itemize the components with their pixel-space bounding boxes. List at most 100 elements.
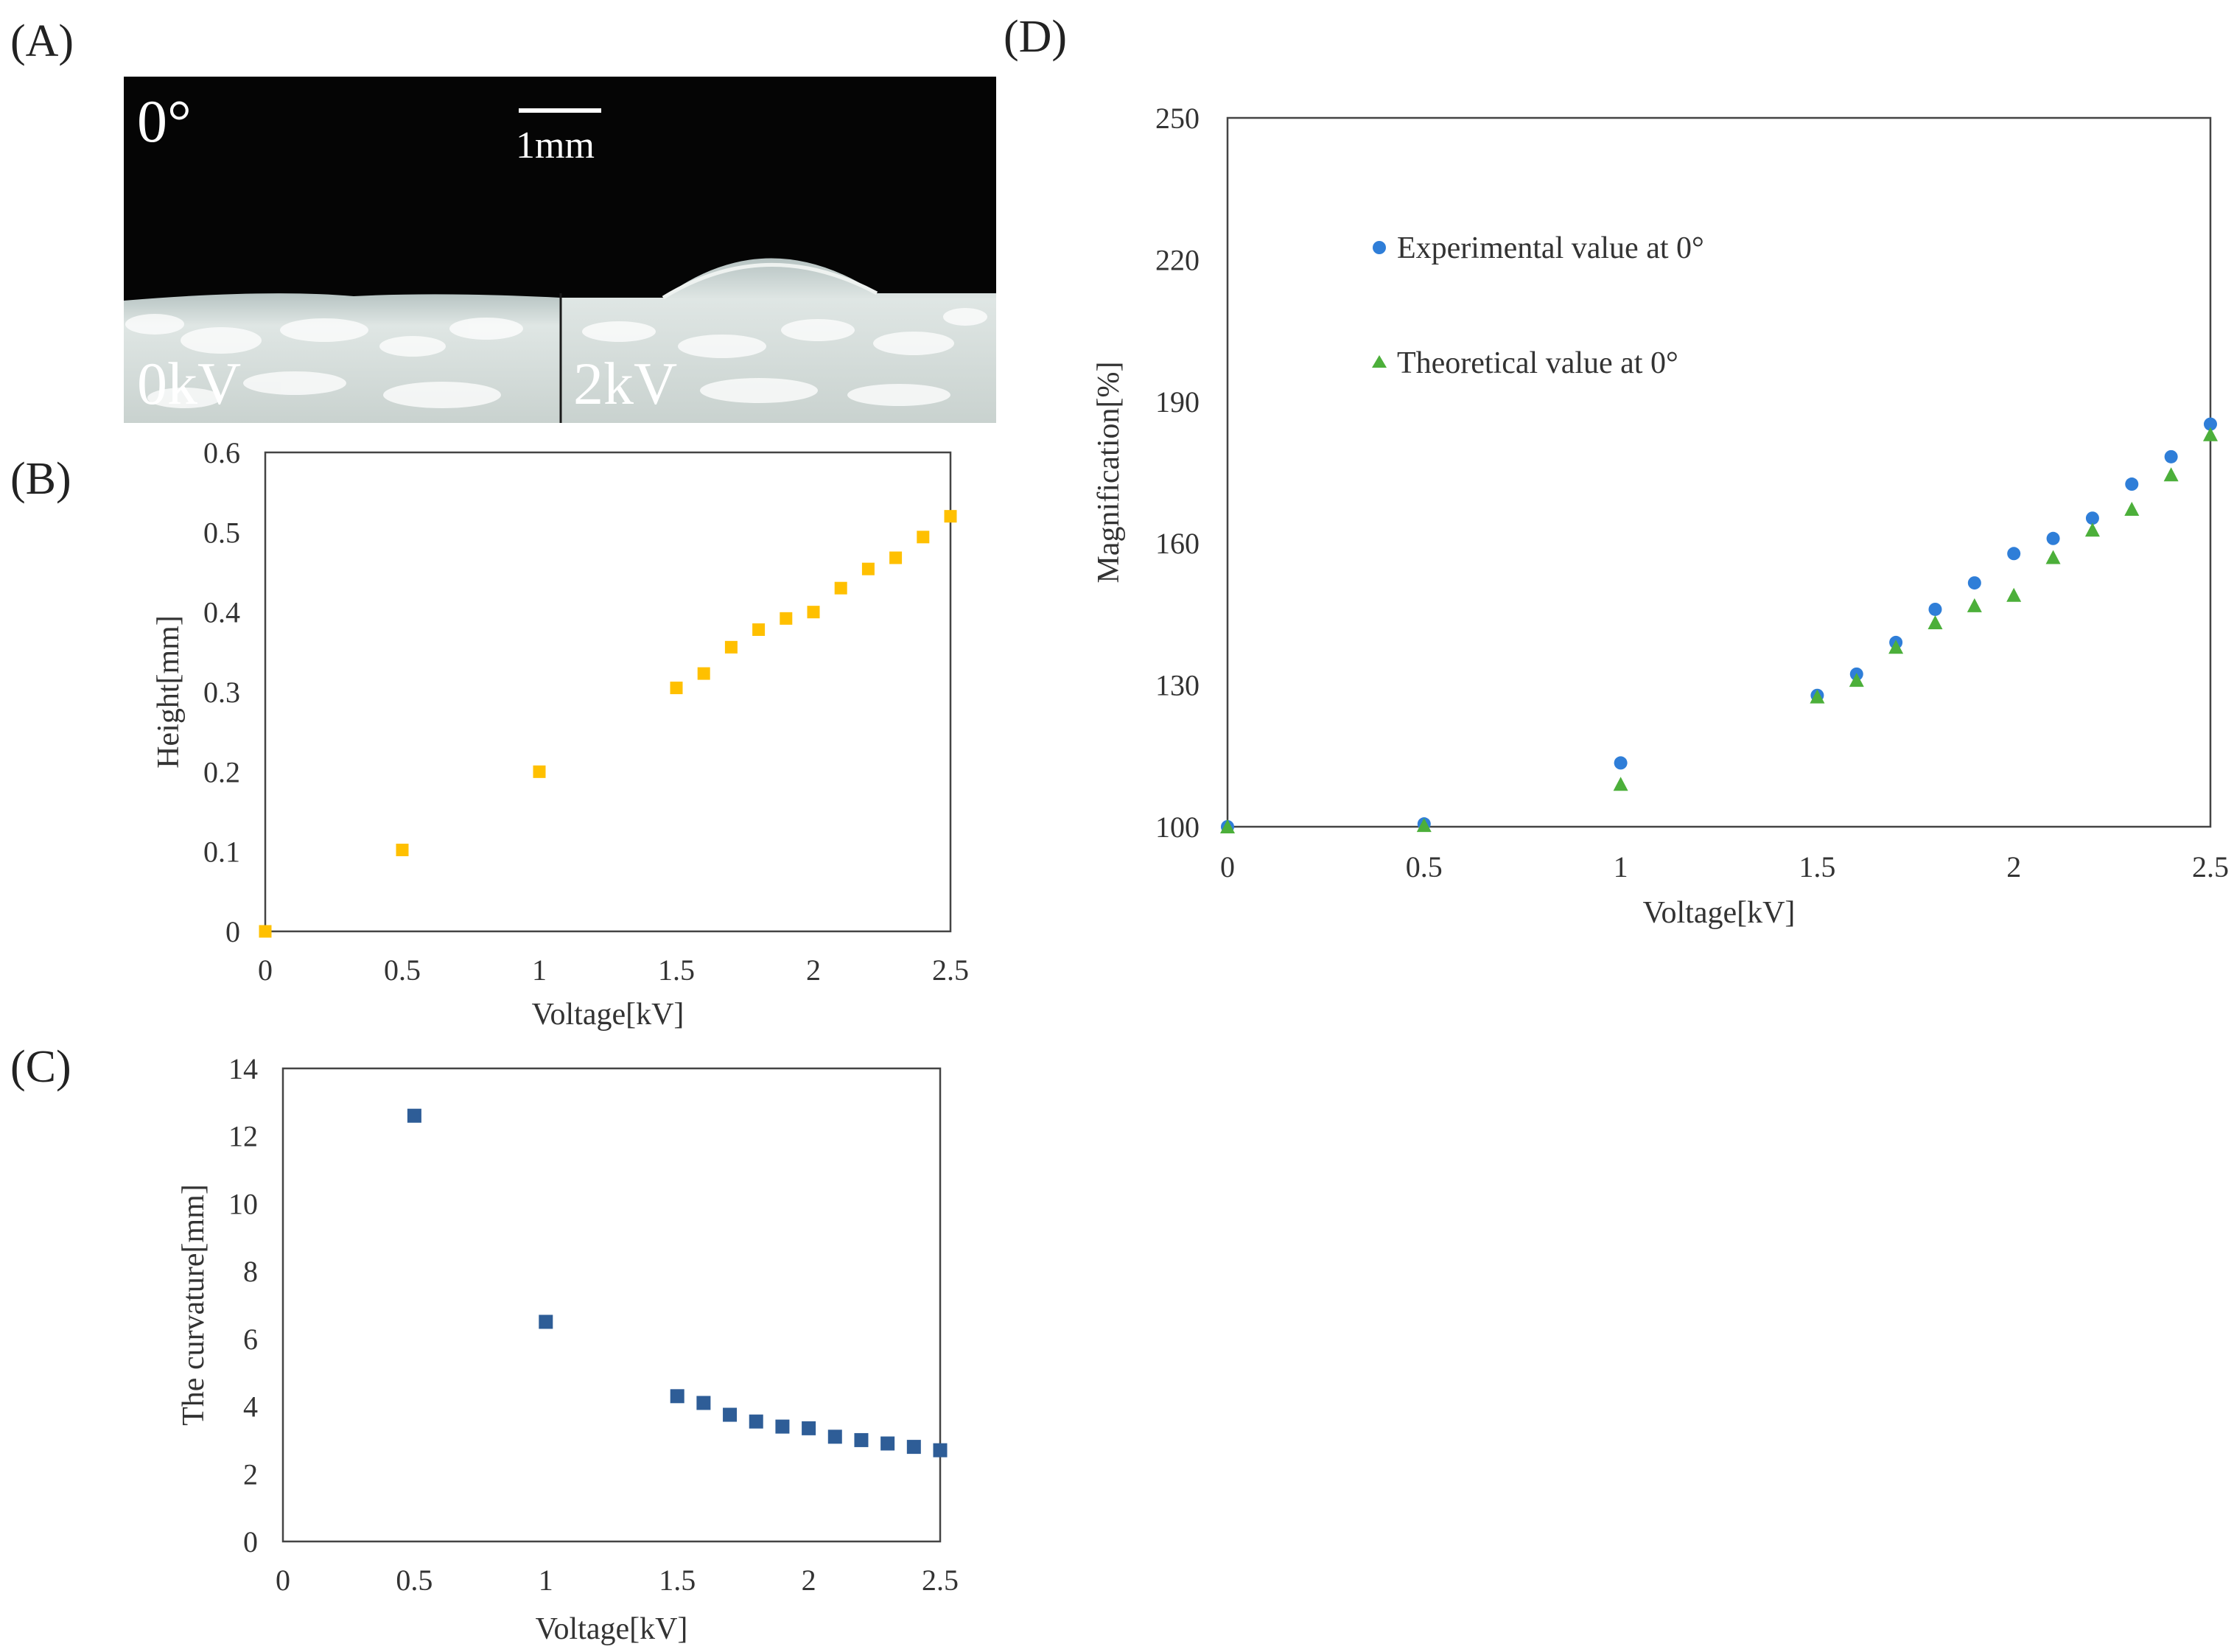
chart-b: 0 0.1 0.2 0.3 0.4 0.5 0.6 0 0.5 1 1.5 2 2.5 Voltage…: [152, 436, 969, 1032]
chart-d-experimental-point: [2164, 449, 2178, 463]
panel-c-label: (C): [10, 1042, 71, 1092]
scale-bar-label: 1mm: [516, 125, 595, 167]
chart-b-x-tick: 0.5: [384, 953, 421, 987]
panel-c: (C) 0 2 4 6 8 10 12 14 0 0.5 1 1.5 2 2.5 Voltage[kV]…: [10, 1042, 959, 1646]
chart-d-x-ticks: 0 0.5 1 1.5 2 2.5: [1220, 850, 2229, 883]
chart-b-data-point: [752, 623, 766, 636]
left-voltage-label: 0kV: [137, 350, 241, 417]
chart-d-theoretical-point: [1613, 777, 1628, 791]
chart-c-x-ticks: 0 0.5 1 1.5 2 2.5: [276, 1564, 959, 1597]
chart-d-x-tick: 0.5: [1406, 850, 1443, 883]
chart-b-data-point: [861, 562, 875, 575]
chart-d-y-tick: 130: [1155, 669, 1200, 702]
chart-c-data-point: [407, 1108, 421, 1123]
chart-b-y-tick: 0.6: [203, 436, 240, 469]
chart-b-data-point: [259, 925, 272, 938]
chart-c-x-tick: 1.5: [659, 1564, 696, 1597]
chart-c-y-tick: 12: [228, 1120, 258, 1153]
chart-c-data-point: [775, 1419, 790, 1434]
chart-d-y-tick: 220: [1155, 243, 1200, 276]
chart-b-data-point: [724, 640, 738, 654]
chart-b-x-tick: 2.5: [932, 953, 969, 987]
chart-d-theoretical-point: [1810, 689, 1825, 704]
chart-b-data-point: [917, 531, 930, 544]
legend-experimental-marker: [1373, 241, 1386, 254]
chart-c-x-tick: 0.5: [396, 1564, 433, 1597]
panel-a-label: (A): [10, 16, 74, 66]
chart-d-x-tick: 2: [2006, 850, 2021, 883]
chart-b-data-point: [780, 612, 793, 625]
chart-c-data-point: [802, 1421, 816, 1435]
legend-theoretical-marker: [1372, 355, 1387, 368]
chart-d-x-tick: 2.5: [2192, 850, 2229, 883]
right-voltage-label: 2kV: [573, 350, 677, 417]
chart-b-data-point: [834, 581, 847, 595]
chart-d-experimental-point: [2046, 531, 2060, 545]
angle-label: 0°: [137, 88, 192, 155]
chart-b-x-tick: 1.5: [658, 953, 695, 987]
chart-c-x-tick: 2: [802, 1564, 816, 1597]
chart-d-experimental-point: [2007, 547, 2021, 561]
panel-a: (A): [10, 16, 996, 423]
chart-d-y-tick: 100: [1155, 811, 1200, 844]
chart-b-data-point: [889, 551, 903, 564]
chart-b-y-tick: 0.1: [203, 836, 240, 869]
chart-d-experimental-point: [2125, 477, 2139, 491]
chart-b-data-point: [944, 510, 957, 523]
chart-c: 0 2 4 6 8 10 12 14 0 0.5 1 1.5 2 2.5 Voltage[kV] The…: [177, 1052, 959, 1646]
chart-b-y-title: Height[mm]: [152, 615, 186, 769]
chart-d-theoretical-point: [2084, 522, 2100, 537]
chart-d-theoretical-point: [2163, 467, 2179, 482]
chart-c-y-tick: 14: [228, 1052, 258, 1085]
chart-d-theoretical-point: [1416, 818, 1432, 833]
panel-b: (B) 0 0.1 0.2 0.3 0.4 0.5 0.6 0 0.5 1 1.5 2 2.5 Vol…: [10, 436, 969, 1032]
chart-c-data-point: [539, 1315, 553, 1329]
chart-b-data-point: [697, 667, 710, 680]
chart-c-data-point: [906, 1440, 921, 1455]
chart-b-y-ticks: 0 0.1 0.2 0.3 0.4 0.5 0.6: [203, 436, 240, 948]
chart-c-data-point: [723, 1407, 738, 1422]
chart-d-theoretical-point: [2124, 502, 2140, 517]
chart-c-data-point: [696, 1396, 711, 1410]
chart-d-y-tick: 250: [1155, 102, 1200, 135]
chart-d-experimental-point: [2085, 511, 2099, 525]
chart-d-experimental-point: [1614, 756, 1628, 770]
chart-d-experimental-point: [1928, 602, 1942, 616]
chart-b-x-title: Voltage[kV]: [532, 998, 684, 1032]
chart-d-theoretical-point: [2203, 427, 2218, 441]
legend-theoretical-label: Theoretical value at 0°: [1397, 346, 1678, 380]
chart-d-y-title: Magnification[%]: [1092, 362, 1126, 584]
chart-b-x-tick: 2: [806, 953, 821, 987]
chart-c-y-tick: 2: [243, 1457, 258, 1491]
panel-d: (D) 100 130 160 190 220 250 0 0.5 1 1.5 2 2.5 Expe…: [1004, 12, 2229, 930]
chart-d-theoretical-point: [2006, 587, 2022, 602]
chart-b-data-point: [396, 844, 409, 856]
chart-d-x-tick: 1: [1614, 850, 1628, 883]
chart-b-data-point: [533, 765, 546, 778]
chart-c-y-title: The curvature[mm]: [177, 1184, 211, 1426]
chart-b-y-tick: 0: [225, 915, 240, 948]
chart-b-y-tick: 0.2: [203, 755, 240, 788]
chart-c-x-tick: 1: [539, 1564, 553, 1597]
chart-d-theoretical-point: [1888, 640, 1904, 654]
chart-d-experimental-point: [1967, 576, 1981, 590]
chart-b-y-tick: 0.5: [203, 516, 240, 549]
chart-d-x-tick: 0: [1220, 850, 1235, 883]
chart-c-y-ticks: 0 2 4 6 8 10 12 14: [228, 1052, 258, 1558]
chart-d-y-tick: 190: [1155, 385, 1200, 419]
chart-b-x-tick: 0: [258, 953, 273, 987]
chart-c-x-tick: 2.5: [922, 1564, 959, 1597]
chart-d-experimental-point: [2204, 417, 2217, 431]
chart-c-data-point: [854, 1432, 869, 1447]
chart-c-data-point: [933, 1443, 948, 1457]
chart-c-data-point: [827, 1429, 842, 1444]
chart-b-marks: [259, 510, 957, 938]
chart-d-marks: [1220, 417, 2218, 833]
chart-d-theoretical-point: [1849, 673, 1864, 687]
chart-d-y-ticks: 100 130 160 190 220 250: [1155, 102, 1200, 844]
chart-c-x-tick: 0: [276, 1564, 290, 1597]
chart-b-y-tick: 0.3: [203, 676, 240, 709]
droplet-photo: [124, 77, 996, 423]
chart-c-data-point: [749, 1414, 763, 1429]
